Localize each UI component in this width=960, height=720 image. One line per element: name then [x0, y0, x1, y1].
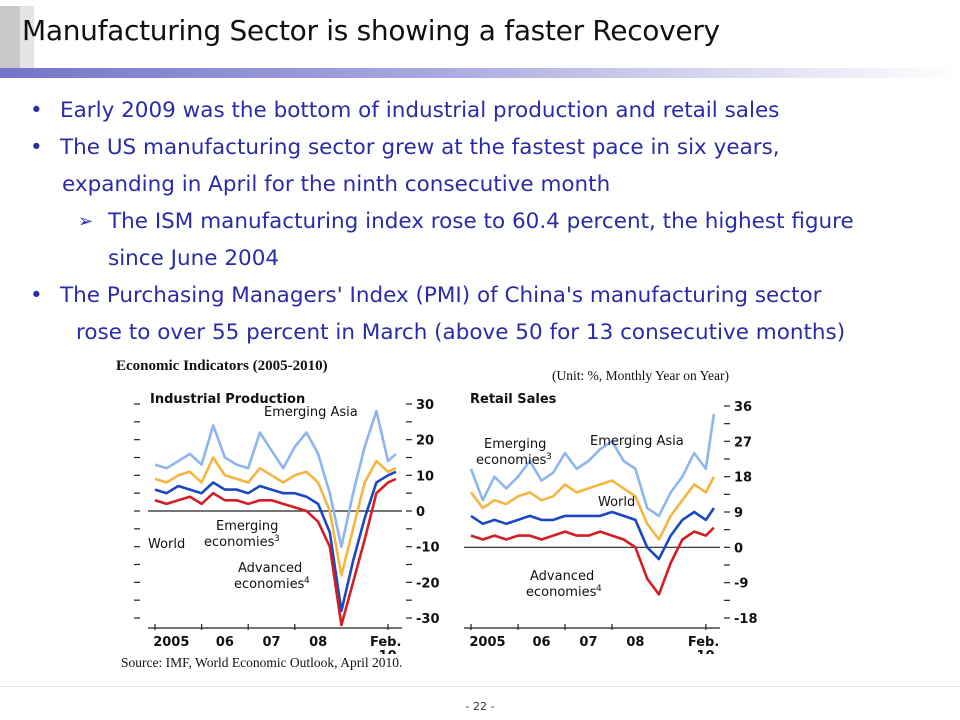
series-label-advanced: Advanced: [238, 561, 302, 576]
bullet-text: The Purchasing Managers' Index (PMI) of …: [60, 283, 822, 308]
bullet-text: expanding in April for the ninth consecu…: [62, 172, 611, 197]
bullet-dot: •: [30, 283, 43, 308]
bullet-text: The US manufacturing sector grew at the …: [60, 135, 780, 160]
series-label-world: World: [598, 495, 635, 510]
bullet-text: rose to over 55 percent in March (above …: [76, 320, 846, 345]
series-label-advanced: Advanced: [530, 569, 594, 584]
title-accent-light: [20, 6, 34, 78]
page-title: Manufacturing Sector is showing a faster…: [22, 14, 720, 47]
y-tick-label: 36: [734, 400, 752, 415]
footer-divider: [0, 686, 960, 687]
bullet-text: Early 2009 was the bottom of industrial …: [60, 98, 780, 123]
series-label-emerging-economies: economies: [476, 453, 547, 468]
bullet-2: • The US manufacturing sector grew at th…: [30, 129, 950, 166]
y-tick-label: -30: [416, 612, 440, 627]
chart-title: Retail Sales: [470, 392, 557, 407]
sub-bullet-1: ➢ The ISM manufacturing index rose to 60…: [30, 203, 950, 240]
x-tick-label: 08: [626, 635, 644, 650]
y-tick-label: 0: [734, 541, 743, 556]
x-tick-label: 2005: [469, 635, 505, 650]
bullet-1: • Early 2009 was the bottom of industria…: [30, 92, 950, 129]
series-label-superscript: 4: [304, 576, 310, 586]
y-tick-label: -20: [416, 576, 440, 591]
x-tick-label: 06: [532, 635, 550, 650]
y-tick-label: 18: [734, 471, 752, 486]
y-tick-label: -10: [416, 541, 440, 556]
sub-bullet-text: The ISM manufacturing index rose to 60.4…: [108, 209, 854, 234]
series-line-emerging-economies: [154, 456, 397, 577]
x-tick-label: 08: [309, 635, 327, 650]
source-note: Source: IMF, World Economic Outlook, Apr…: [121, 655, 403, 670]
chart-background: [456, 386, 780, 654]
bullet-3-continued: rose to over 55 percent in March (above …: [30, 314, 950, 351]
series-label-emerging-asia: Emerging Asia: [590, 434, 684, 449]
title-underline: [0, 68, 960, 78]
bullet-2-continued: expanding in April for the ninth consecu…: [30, 166, 950, 203]
series-line-advanced-economies: [154, 477, 397, 627]
series-label-world: World: [148, 537, 185, 552]
sub-bullet-text: since June 2004: [108, 246, 280, 271]
series-label-advanced-economies: economies: [526, 585, 597, 600]
x-tick-label: 07: [579, 635, 597, 650]
x-tick-label: 07: [262, 635, 280, 650]
series-label-emerging-asia: Emerging Asia: [264, 405, 358, 420]
series-label-emerging-economies: economies: [204, 535, 275, 550]
series-label-superscript: 3: [274, 534, 280, 544]
series-label-emerging: Emerging: [484, 437, 546, 452]
series-label-advanced-economies: economies: [234, 577, 305, 592]
y-tick-label: 27: [734, 435, 752, 450]
series-line-emerging-asia: [469, 413, 716, 518]
bullet-3: • The Purchasing Managers' Index (PMI) o…: [30, 277, 950, 314]
y-tick-label: 10: [416, 469, 434, 484]
series-label-emerging: Emerging: [216, 519, 278, 534]
x-tick-label: 2005: [153, 635, 189, 650]
bullet-dot: •: [30, 98, 43, 123]
series-line-world: [154, 470, 397, 613]
y-tick-label: -18: [734, 612, 758, 627]
y-tick-label: 20: [416, 434, 434, 449]
series-line-world: [470, 507, 715, 561]
series-label-superscript: 3: [546, 452, 552, 462]
y-tick-label: -9: [734, 577, 748, 592]
retail-sales-chart: Retail Sales 36 27 18 9 0 -9 -18 Emerging Asia Em…: [456, 386, 780, 654]
x-tick-label: 10: [697, 649, 715, 654]
chart-title: Industrial Production: [150, 392, 305, 407]
y-tick-label: 0: [416, 505, 425, 520]
sub-bullet-1-continued: since June 2004: [30, 240, 950, 277]
x-tick-label: Feb.: [370, 635, 401, 650]
page-number: - 22 -: [465, 700, 495, 713]
bullet-list: • Early 2009 was the bottom of industria…: [30, 92, 950, 351]
x-tick-label: 10: [379, 649, 397, 654]
x-tick-label: Feb.: [688, 635, 719, 650]
bullet-dot: •: [30, 135, 43, 160]
industrial-production-chart: Industrial Production 30 20 10 0 -10 -20 -30 Eme…: [118, 386, 452, 654]
series-line-emerging-economies: [469, 476, 716, 541]
unit-note: (Unit: %, Monthly Year on Year): [552, 368, 729, 383]
title-accent: [0, 6, 20, 78]
x-tick-label: 06: [216, 635, 234, 650]
series-line-emerging-asia: [154, 409, 397, 548]
series-label-superscript: 4: [596, 584, 602, 594]
y-tick-label: 30: [416, 398, 434, 413]
y-tick-label: 9: [734, 506, 743, 521]
chart-background: [118, 386, 452, 654]
title-bar: Manufacturing Sector is showing a faster…: [0, 0, 960, 78]
series-line-advanced-economies: [470, 526, 715, 596]
arrow-icon: ➢: [78, 211, 94, 232]
chart-heading: Economic Indicators (2005-2010): [116, 358, 328, 374]
